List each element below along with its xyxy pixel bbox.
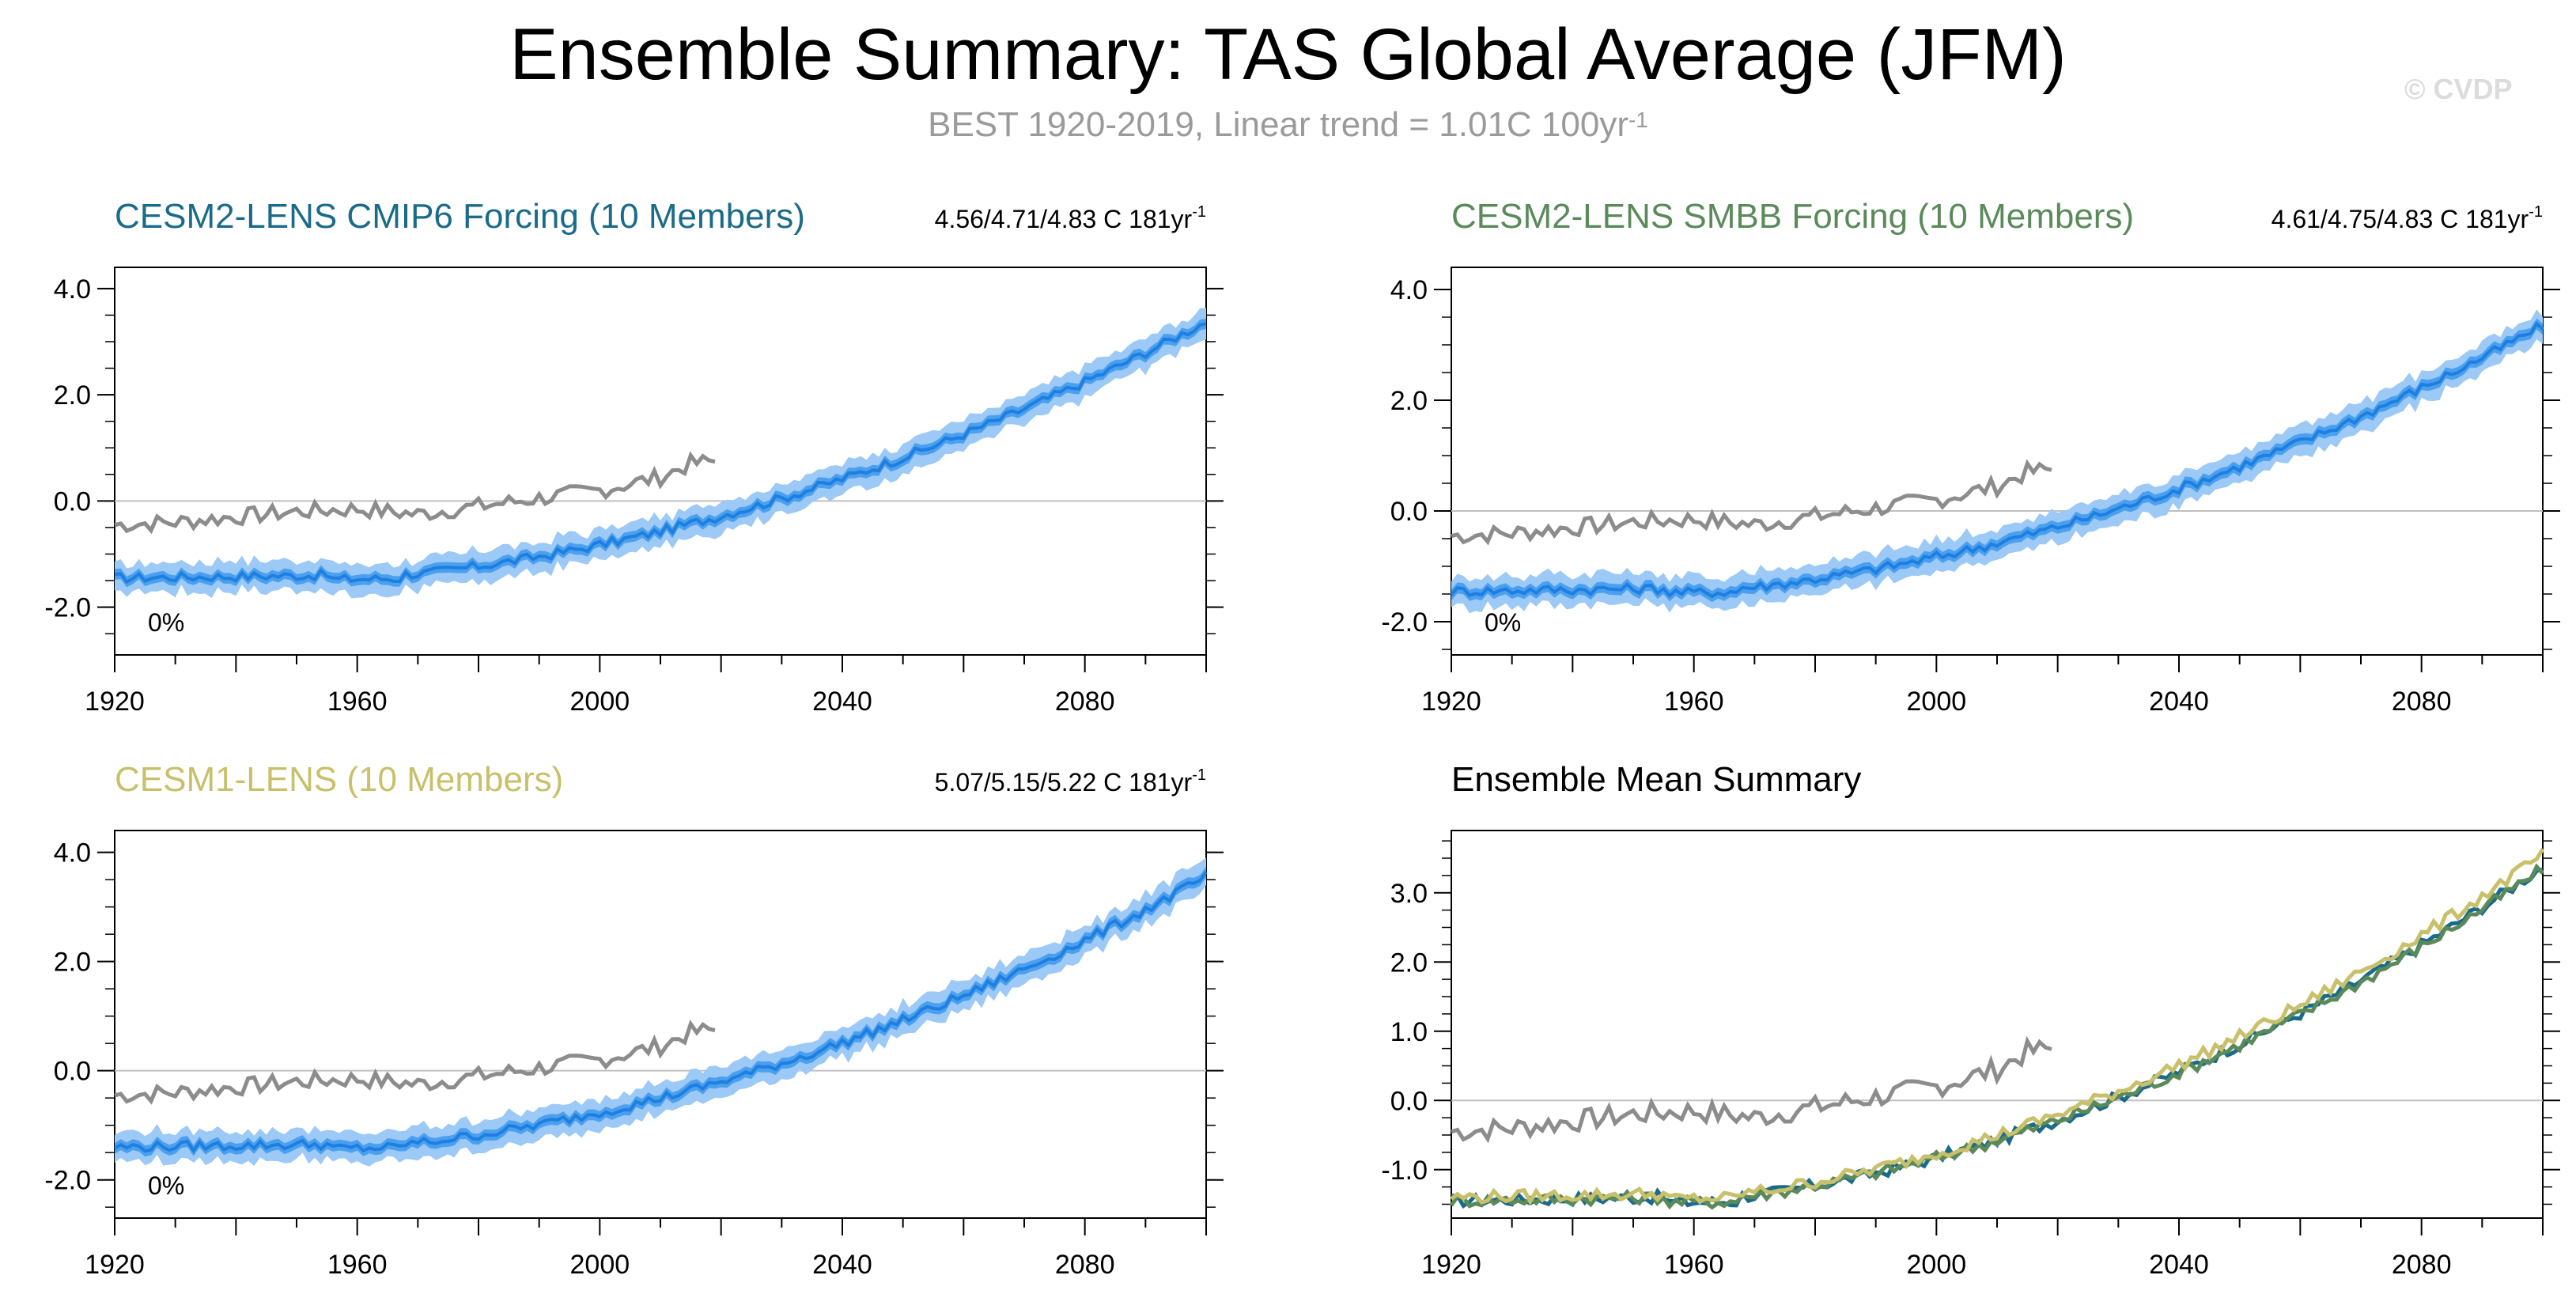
x-tick-label: 1960 [1664,1250,1724,1280]
percent-label: 0% [148,608,184,637]
observed-line [114,451,716,535]
y-tick-label: 4.0 [54,274,91,305]
x-tick-label: 1920 [85,1250,145,1280]
x-tick-label: 1960 [327,687,388,717]
panel-title: CESM2-LENS CMIP6 Forcing (10 Members) [115,197,805,236]
x-tick-label: 2000 [570,1250,630,1280]
y-tick-label: 0.0 [1390,497,1428,527]
panel-title: CESM2-LENS SMBB Forcing (10 Members) [1451,197,2134,236]
panel-stat: 4.56/4.71/4.83 C 181yr-1 [935,203,1206,233]
panel-stat-sup: -1 [2529,203,2543,221]
watermark: © CVDP [2404,73,2513,105]
panel-stat-sup: -1 [1192,203,1206,221]
x-tick-label: 2080 [2392,1250,2452,1280]
y-tick-label: -2.0 [1381,607,1428,638]
x-tick-label: 1920 [1421,1250,1481,1280]
main-title: Ensemble Summary: TAS Global Average (JF… [509,14,2067,95]
y-tick-label: 2.0 [1390,948,1428,978]
y-tick-label: -1.0 [1381,1156,1428,1186]
y-tick-label: 2.0 [1390,386,1428,416]
x-tick-label: 2040 [2149,687,2209,717]
panel-title: CESM1-LENS (10 Members) [115,760,563,799]
panel-stat: 4.61/4.75/4.83 C 181yr-1 [2271,203,2543,233]
x-tick-label: 1960 [327,1250,388,1280]
ensemble-range-band [1451,309,2543,614]
mean-line-cesm1 [1450,847,2545,1206]
subtitle: BEST 1920-2019, Linear trend = 1.01C 100… [0,103,2576,147]
x-tick-label: 2080 [1055,687,1115,717]
panel-frame [1451,830,2544,1219]
subtitle-superscript: -1 [1628,108,1648,132]
panel-stat: 5.07/5.15/5.22 C 181yr-1 [935,766,1206,797]
y-tick-label: 2.0 [54,948,91,978]
x-tick-label: 2040 [2149,1250,2209,1280]
panel-frame [114,267,1207,656]
x-tick-label: 1920 [85,687,145,717]
ensemble-range-band [115,857,1206,1167]
x-tick-label: 2000 [570,687,630,717]
observed-line [1451,459,2052,546]
panel-title: Ensemble Mean Summary [1451,760,1861,799]
percent-label: 0% [1485,608,1521,637]
x-tick-label: 1960 [1664,687,1724,717]
panel-cesm1: CESM1-LENS (10 Members) 5.07/5.15/5.22 C … [44,760,1224,1280]
panel-cesm2-cmip6: CESM2-LENS CMIP6 Forcing (10 Members) 4.5… [44,197,1224,717]
ensemble-range-band [115,308,1206,599]
y-tick-label: 4.0 [54,838,91,868]
x-tick-label: 2080 [1055,1250,1115,1280]
panel-ens-mean: Ensemble Mean Summary -1.0 0.0 1.0 2.0 3.0 192… [1381,760,2560,1280]
y-tick-label: 4.0 [1390,275,1428,305]
x-tick-label: 1920 [1421,687,1481,717]
observed-line [114,1019,716,1105]
subtitle-text: BEST 1920-2019, Linear trend = 1.01C 100… [928,105,1628,144]
y-tick-label: 0.0 [54,486,91,516]
ensemble-mean-line [114,322,1207,585]
y-tick-label: 1.0 [1390,1017,1428,1047]
ensemble-mean-line [113,871,1208,1154]
y-tick-label: 3.0 [1390,879,1428,909]
y-tick-label: 0.0 [54,1057,91,1087]
x-tick-label: 2000 [1907,687,1967,717]
panel-cesm2-smbb: CESM2-LENS SMBB Forcing (10 Members) 4.61… [1381,197,2560,717]
ensemble-mean-line [1450,321,2544,599]
mean-line-smbb [1449,863,2544,1210]
observed-line [1451,1035,2052,1144]
y-tick-label: 0.0 [1390,1086,1428,1116]
x-tick-label: 2000 [1907,1250,1967,1280]
x-tick-label: 2080 [2392,687,2452,717]
mean-line-cmip6 [1451,867,2544,1209]
y-tick-label: -2.0 [44,593,91,623]
panel-stat-sup: -1 [1192,766,1206,784]
y-tick-label: -2.0 [44,1166,91,1196]
x-tick-label: 2040 [812,1250,872,1280]
y-tick-label: 2.0 [54,380,91,411]
x-tick-label: 2040 [812,687,872,717]
percent-label: 0% [148,1171,184,1200]
